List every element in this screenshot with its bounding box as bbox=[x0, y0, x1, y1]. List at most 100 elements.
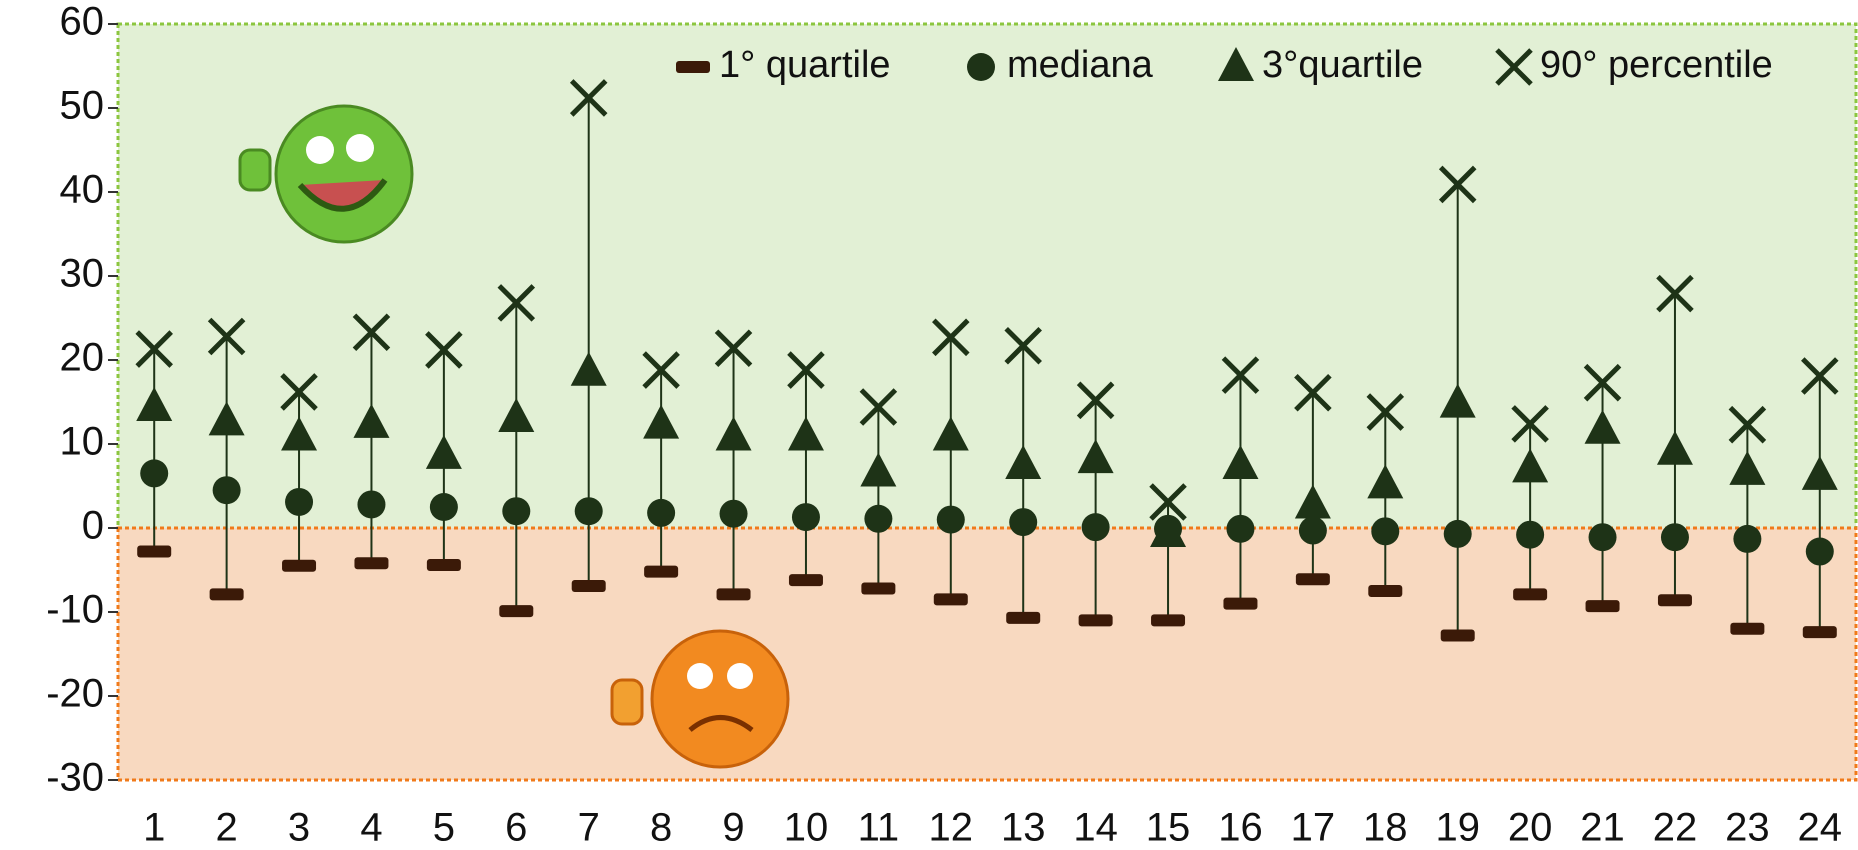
p90-marker bbox=[1004, 326, 1042, 365]
q1-marker bbox=[1151, 614, 1186, 627]
q3-marker bbox=[1367, 464, 1404, 499]
q1-marker bbox=[282, 559, 317, 572]
median-marker bbox=[936, 505, 965, 534]
y-tick-label: 50 bbox=[60, 84, 105, 128]
q1-marker bbox=[933, 593, 968, 606]
x-tick-label: 18 bbox=[1363, 806, 1408, 850]
q1-marker bbox=[499, 605, 534, 618]
q3-marker bbox=[1222, 445, 1259, 479]
y-tick-label: 0 bbox=[82, 504, 104, 548]
negative-area bbox=[116, 526, 1858, 782]
median-marker bbox=[1588, 523, 1617, 552]
p90-marker bbox=[207, 317, 246, 356]
x-tick-label: 1 bbox=[143, 806, 165, 850]
p90-marker bbox=[642, 351, 680, 389]
x-tick-label: 19 bbox=[1435, 806, 1480, 850]
median-marker bbox=[864, 504, 893, 533]
q1-marker bbox=[1440, 629, 1475, 642]
q1-marker bbox=[1006, 611, 1041, 624]
median-marker bbox=[1443, 519, 1472, 548]
legend: 1° quartile mediana 3°quartile 90° percenti… bbox=[676, 44, 1773, 86]
x-tick-label: 24 bbox=[1798, 806, 1843, 850]
q1-marker bbox=[1657, 594, 1692, 607]
q1-marker bbox=[354, 557, 389, 570]
y-tick-label: -10 bbox=[46, 588, 104, 632]
x-tick-label: 8 bbox=[650, 806, 672, 850]
p90-marker bbox=[714, 329, 753, 368]
x-tick-label: 7 bbox=[578, 806, 600, 850]
x-tick-label: 12 bbox=[929, 806, 974, 850]
q1-marker bbox=[676, 61, 710, 73]
happy-face bbox=[274, 104, 414, 244]
median-marker bbox=[574, 497, 603, 526]
p90-marker bbox=[1656, 274, 1694, 313]
median-marker bbox=[357, 490, 386, 519]
q3-marker bbox=[498, 397, 535, 432]
q3-marker bbox=[1150, 513, 1187, 548]
median-marker bbox=[140, 459, 169, 488]
emoticons bbox=[238, 104, 790, 769]
q3-marker bbox=[570, 351, 607, 386]
p90-marker bbox=[1366, 393, 1405, 431]
p90-marker bbox=[280, 373, 318, 411]
p90-marker bbox=[787, 351, 825, 389]
p90-marker bbox=[425, 331, 463, 369]
q1-marker bbox=[1730, 622, 1765, 635]
q3-marker bbox=[1218, 47, 1254, 81]
p90-marker bbox=[859, 388, 898, 426]
q3-marker bbox=[281, 416, 318, 451]
smile bbox=[297, 178, 388, 212]
q3-marker bbox=[353, 403, 390, 438]
p90-marker bbox=[1294, 373, 1332, 412]
x-tick-label: 21 bbox=[1580, 806, 1625, 850]
p90-marker bbox=[932, 318, 970, 357]
q1-marker bbox=[716, 588, 751, 601]
median-marker bbox=[429, 493, 458, 521]
q1-marker bbox=[1513, 588, 1548, 601]
thumb-down bbox=[610, 678, 644, 726]
legend-label: 90° percentile bbox=[1540, 44, 1773, 86]
y-tick-label: 20 bbox=[60, 336, 105, 380]
q1-marker bbox=[137, 545, 172, 558]
q1-marker bbox=[1802, 626, 1837, 639]
eye bbox=[346, 134, 374, 162]
q3-marker bbox=[787, 416, 824, 451]
median-marker bbox=[1298, 516, 1327, 545]
median-marker bbox=[285, 487, 314, 516]
median-marker bbox=[1009, 508, 1038, 537]
p90-marker bbox=[1221, 356, 1260, 394]
x-tick-label: 10 bbox=[784, 806, 829, 850]
median-marker bbox=[1805, 537, 1834, 566]
q1-marker bbox=[861, 582, 896, 595]
p90-marker bbox=[1438, 165, 1477, 204]
median-marker bbox=[1733, 524, 1762, 553]
p90-marker bbox=[1583, 363, 1622, 402]
median-marker bbox=[212, 476, 241, 505]
y-tick-label: -30 bbox=[46, 756, 104, 800]
median-marker bbox=[719, 499, 748, 528]
median-marker bbox=[1516, 520, 1545, 549]
q1-marker bbox=[1368, 585, 1403, 597]
p90-marker bbox=[569, 79, 608, 117]
p90-marker bbox=[135, 330, 173, 368]
q3-marker bbox=[1439, 383, 1476, 418]
x-tick-label: 15 bbox=[1146, 806, 1191, 850]
median-marker bbox=[1081, 513, 1110, 542]
median-marker bbox=[647, 498, 676, 527]
angry-face bbox=[650, 629, 790, 769]
median-marker bbox=[502, 497, 531, 526]
q3-marker bbox=[932, 416, 969, 451]
q1-marker bbox=[1078, 614, 1113, 627]
x-tick-label: 4 bbox=[360, 806, 382, 850]
median-marker bbox=[967, 53, 995, 81]
x-tick-label: 3 bbox=[288, 806, 310, 850]
legend-label: mediana bbox=[1007, 44, 1154, 86]
x-tick-label: 16 bbox=[1218, 806, 1263, 850]
q3-marker bbox=[715, 416, 752, 451]
p90-marker bbox=[1149, 483, 1187, 521]
x-tick-label: 5 bbox=[433, 806, 455, 850]
q1-marker bbox=[1223, 597, 1258, 610]
q1-marker bbox=[644, 565, 679, 578]
q3-marker bbox=[860, 452, 897, 487]
